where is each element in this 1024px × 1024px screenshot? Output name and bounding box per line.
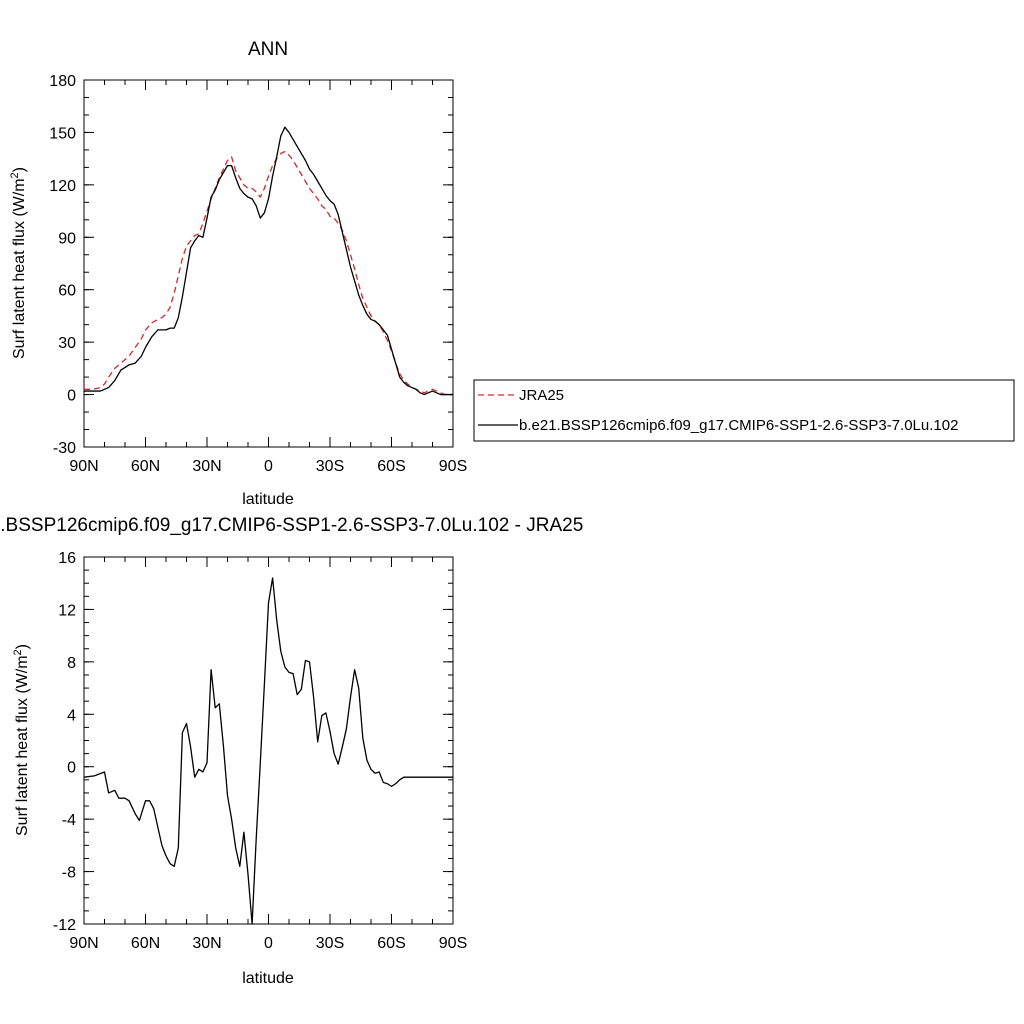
- top-series-group: [84, 126, 453, 396]
- top-x-tick-label: 30N: [192, 458, 221, 475]
- bottom-panel: b.e21.BSSP126cmip6.f09_g17.CMIP6-SSP1-2.…: [0, 515, 583, 987]
- bottom-y-axis-label-main: Surf latent heat flux (W/m: [14, 655, 31, 836]
- top-series-line-1: [84, 126, 453, 396]
- top-x-tick-label: 60S: [377, 458, 405, 475]
- top-y-axis-label-main: Surf latent heat flux (W/m: [11, 178, 28, 359]
- bottom-x-tick-label: 30S: [316, 935, 344, 952]
- bottom-x-tick-label: 30N: [192, 935, 221, 952]
- top-y-tick-label: -30: [53, 440, 76, 457]
- top-y-tick-label: 180: [49, 73, 76, 90]
- top-x-tick-label: 90N: [69, 458, 98, 475]
- top-y-axis-label-sup: 2: [9, 172, 21, 178]
- bottom-chart-title: b.e21.BSSP126cmip6.f09_g17.CMIP6-SSP1-2.…: [0, 515, 583, 536]
- bottom-y-axis-label: Surf latent heat flux (W/m2): [12, 644, 31, 836]
- top-y-tick-label: 0: [67, 388, 76, 405]
- top-x-tick-label: 90S: [439, 458, 467, 475]
- bottom-series-group: [83, 577, 453, 925]
- top-panel: ANN 90N 60N 30N 0 30S 60S 90S -30 0 30 60 90 120 150 1…: [9, 39, 467, 508]
- top-y-tick-label: 90: [58, 230, 76, 247]
- top-ticks: 90N 60N 30N 0 30S 60S 90S -30 0 30 60 90 120 150 180: [49, 73, 467, 475]
- bottom-x-tick-label: 90S: [439, 935, 467, 952]
- legend-entry-model: b.e21.BSSP126cmip6.f09_g17.CMIP6-SSP1-2.…: [519, 417, 958, 434]
- top-x-tick-label: 60N: [131, 458, 160, 475]
- top-plot-frame: [83, 79, 454, 448]
- legend-entry-jra25: JRA25: [519, 387, 564, 404]
- bottom-x-tick-label: 60N: [131, 935, 160, 952]
- bottom-y-tick-label: -8: [62, 865, 76, 882]
- top-y-tick-label: 150: [49, 125, 76, 142]
- bottom-y-tick-label: 4: [67, 707, 76, 724]
- bottom-y-axis-label-end: ): [14, 644, 31, 649]
- bottom-x-tick-label: 60S: [377, 935, 405, 952]
- bottom-y-tick-label: 8: [67, 655, 76, 672]
- bottom-x-tick-label: 90N: [69, 935, 98, 952]
- bottom-y-axis-label-sup: 2: [12, 649, 24, 655]
- bottom-ticks: 90N 60N 30N 0 30S 60S 90S -12 -8 -4 0 4 8 12 16: [53, 550, 467, 952]
- bottom-y-tick-label: -4: [62, 812, 76, 829]
- bottom-series-line-0: [83, 577, 453, 925]
- top-y-tick-label: 120: [49, 178, 76, 195]
- bottom-y-tick-label: 16: [58, 550, 76, 567]
- top-series-line-0: [84, 150, 453, 396]
- bottom-y-tick-label: -12: [53, 917, 76, 934]
- bottom-x-axis-label: latitude: [242, 970, 294, 987]
- bottom-x-tick-label: 0: [264, 935, 273, 952]
- legend: JRA25 b.e21.BSSP126cmip6.f09_g17.CMIP6-S…: [473, 379, 1015, 442]
- bottom-y-tick-label: 12: [58, 602, 76, 619]
- top-x-tick-label: 0: [264, 458, 273, 475]
- top-y-tick-label: 30: [58, 335, 76, 352]
- top-y-axis-label: Surf latent heat flux (W/m2): [9, 167, 28, 359]
- top-x-tick-label: 30S: [316, 458, 344, 475]
- top-y-axis-label-end: ): [11, 167, 28, 172]
- bottom-y-tick-label: 0: [67, 760, 76, 777]
- top-y-tick-label: 60: [58, 283, 76, 300]
- legend-box: [473, 379, 1015, 442]
- top-x-axis-label: latitude: [242, 491, 294, 508]
- top-chart-title: ANN: [248, 39, 288, 60]
